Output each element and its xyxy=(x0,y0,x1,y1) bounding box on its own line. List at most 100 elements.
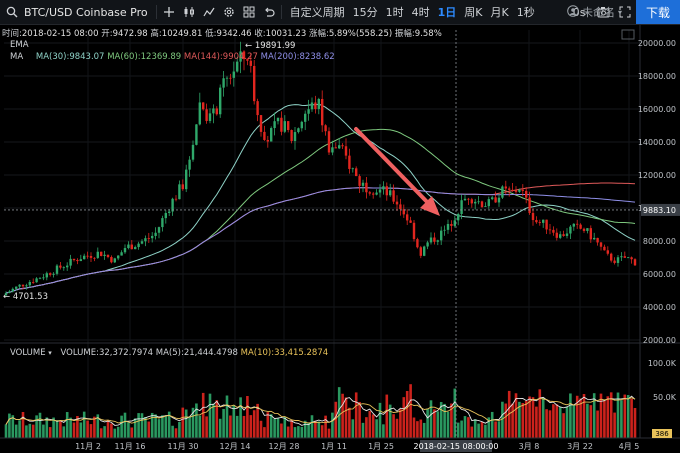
volume-bar xyxy=(184,409,188,438)
grid-icon[interactable] xyxy=(241,4,257,20)
candle-body xyxy=(42,277,45,279)
volume-value: VOLUME:32,372.7974 xyxy=(60,348,154,358)
candle-body xyxy=(627,257,630,259)
volume-bar xyxy=(52,417,55,438)
settings-icon[interactable] xyxy=(221,4,237,20)
candle-body xyxy=(559,234,562,238)
date-tick-label: 12月 14 xyxy=(220,442,251,451)
volume-bar xyxy=(317,421,321,438)
candle-body xyxy=(96,251,99,258)
separator xyxy=(280,5,282,19)
camera-icon[interactable] xyxy=(595,4,611,20)
candle-body xyxy=(457,213,460,221)
price-tick-label: 18000.00 xyxy=(638,72,676,81)
candle-body xyxy=(501,186,504,198)
candle-body xyxy=(511,189,514,191)
volume-bar xyxy=(133,418,137,438)
volume-bar xyxy=(494,421,497,438)
candle-body xyxy=(402,209,405,215)
volume-bar xyxy=(161,415,164,438)
time-value: 2018-02-15 08:00 xyxy=(21,29,99,39)
candle-body xyxy=(137,243,140,248)
volume-bar xyxy=(385,394,389,438)
candle-body xyxy=(545,219,548,230)
current-price-box xyxy=(641,203,680,216)
candle-body xyxy=(446,223,450,230)
volume-bar xyxy=(443,403,446,438)
interval-month[interactable]: 月K xyxy=(490,6,509,19)
volume-bar xyxy=(334,401,338,438)
volume-bar xyxy=(76,415,79,438)
candle-body xyxy=(21,284,25,287)
volume-bar xyxy=(463,416,467,438)
candle-body xyxy=(185,169,188,190)
crosshair-date-box xyxy=(420,440,492,452)
interval-week[interactable]: 周K xyxy=(464,6,483,19)
symbol-label[interactable]: BTC/USD Coinbase Pro xyxy=(24,5,148,19)
volume-bar xyxy=(154,414,157,438)
candle-body xyxy=(596,237,599,243)
candle-body xyxy=(453,220,456,226)
candle-body xyxy=(161,218,164,228)
candle-body xyxy=(467,198,470,200)
candle-type-icon[interactable] xyxy=(181,4,197,20)
time-label: 时间: xyxy=(2,29,22,39)
undo-icon[interactable] xyxy=(261,4,277,20)
download-button[interactable]: 下载 xyxy=(636,0,680,24)
candle-body xyxy=(599,242,603,247)
volume-bar xyxy=(569,393,572,438)
interval-15m[interactable]: 15分 xyxy=(352,6,378,19)
candle-body xyxy=(270,128,273,142)
volume-bar xyxy=(518,401,521,438)
interval-4h[interactable]: 4时 xyxy=(411,6,430,19)
annotation-arrow-head xyxy=(420,196,440,216)
high-label: 高: xyxy=(150,29,162,39)
custom-period-button[interactable]: 自定义周期 xyxy=(289,6,345,19)
volume-bar xyxy=(25,425,28,438)
volume-bar xyxy=(535,406,538,438)
interval-1d[interactable]: 1日 xyxy=(437,6,457,19)
candle-body xyxy=(375,192,378,195)
indicators-icon[interactable] xyxy=(201,4,217,20)
ma-legend[interactable]: MA MA(30):9843.07 MA(60):12369.89 MA(144… xyxy=(10,52,335,62)
interval-1h[interactable]: 1时 xyxy=(385,6,404,19)
candle-body xyxy=(477,201,480,203)
annotation-arrow-shaft xyxy=(354,127,434,209)
candle-body xyxy=(280,117,283,132)
candle-body xyxy=(463,198,467,201)
candle-body xyxy=(215,108,218,115)
ma200-value: MA(200):8238.62 xyxy=(260,52,335,62)
candle-body xyxy=(528,197,531,213)
volume-bar xyxy=(273,418,276,438)
moving-average-lines xyxy=(5,103,636,294)
volume-bar xyxy=(86,420,89,438)
low-value: 9342.46 xyxy=(216,29,252,39)
volume-bar xyxy=(69,417,72,438)
ema-label[interactable]: EMA xyxy=(10,40,29,50)
volume-bar xyxy=(378,402,382,438)
search-icon[interactable] xyxy=(4,4,20,20)
volume-bar xyxy=(293,427,297,438)
candle-body xyxy=(382,186,385,190)
candle-body xyxy=(504,186,507,189)
volume-bar xyxy=(388,404,392,438)
candle-body xyxy=(134,247,137,250)
fullscreen-icon[interactable] xyxy=(617,4,633,20)
volume-legend[interactable]: VOLUME ▾ VOLUME:32,372.7974 MA(5):21,444… xyxy=(10,348,328,358)
user-name: 未命名 xyxy=(581,6,615,19)
volume-bar xyxy=(633,408,637,438)
open-value: 9472.98 xyxy=(112,29,148,39)
volume-bar xyxy=(99,428,103,438)
candle-body xyxy=(378,189,382,193)
price-tick-label: 20000.00 xyxy=(638,39,676,48)
candle-body xyxy=(508,188,511,190)
add-compare-icon[interactable] xyxy=(161,4,177,20)
candle-body xyxy=(110,256,113,263)
candle-body xyxy=(212,108,215,114)
candle-body xyxy=(423,246,426,256)
candle-body xyxy=(538,222,541,223)
price-axis-panel xyxy=(640,25,680,453)
interval-1s[interactable]: 1秒 xyxy=(516,6,535,19)
user-menu[interactable]: 未命名 ▾ xyxy=(567,4,622,20)
